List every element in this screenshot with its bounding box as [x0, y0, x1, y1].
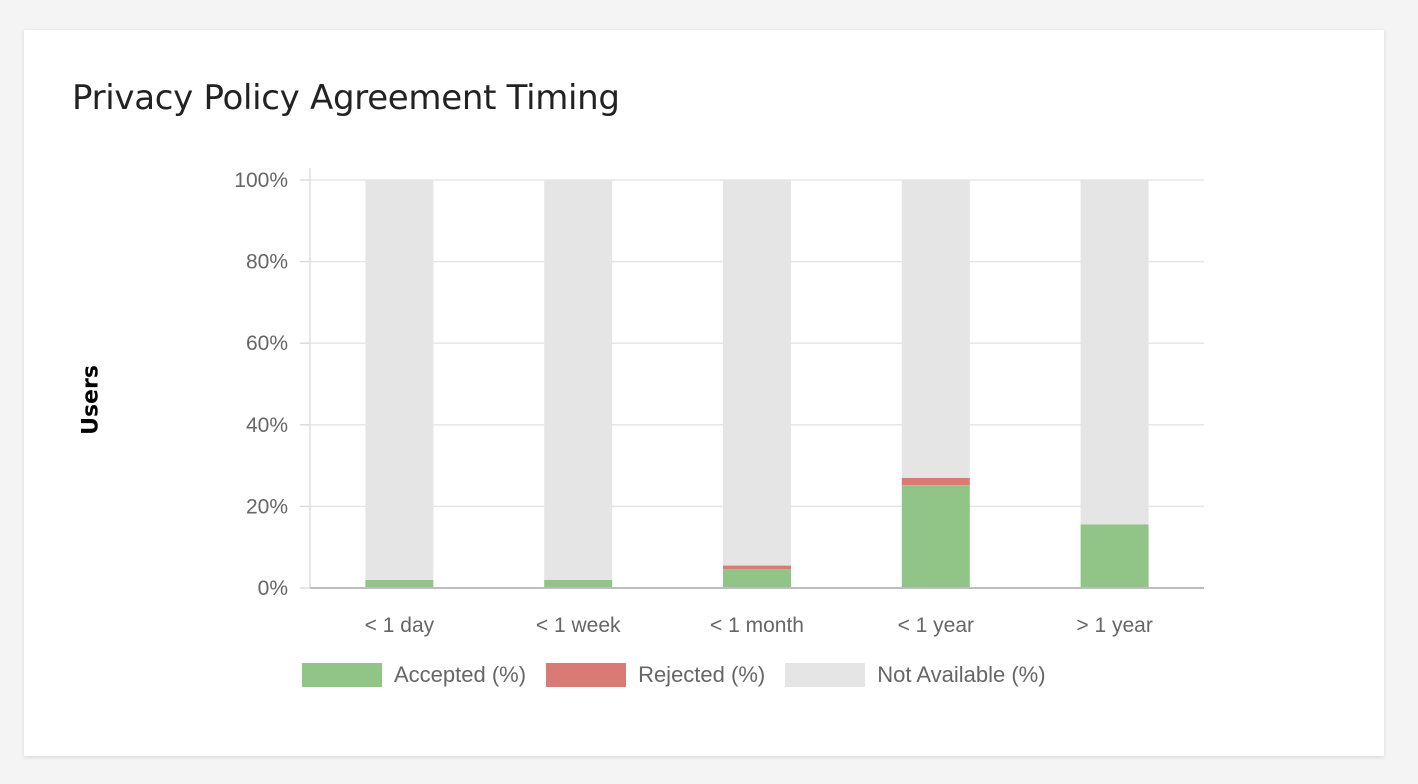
y-tick-label: 40%	[246, 414, 288, 437]
x-tick-label: > 1 year	[1076, 614, 1152, 637]
bar-accepted-3[interactable]	[723, 569, 791, 588]
legend-swatch-rejected	[546, 663, 627, 687]
x-tick-label: < 1 year	[898, 614, 974, 637]
y-tick-label: 80%	[246, 251, 288, 274]
bar-rejected-3[interactable]	[723, 565, 791, 570]
bar-accepted-4[interactable]	[901, 485, 970, 588]
bar-accepted-5[interactable]	[1080, 524, 1149, 588]
axes	[300, 168, 1204, 589]
bar-accepted-1[interactable]	[365, 579, 434, 588]
bar-not-available-4[interactable]	[901, 180, 970, 478]
legend-swatch-accepted	[302, 663, 382, 687]
x-tick-label: < 1 day	[365, 614, 435, 637]
legend: Accepted (%) Rejected (%) Not Available …	[302, 662, 1066, 688]
x-tick-label: < 1 month	[710, 614, 804, 637]
chart-card: Privacy Policy Agreement Timing Users 0%…	[24, 30, 1384, 756]
bar-not-available-1[interactable]	[365, 180, 434, 580]
legend-label-rejected: Rejected (%)	[638, 662, 766, 687]
bars	[365, 180, 1149, 588]
bar-not-available-3[interactable]	[723, 180, 791, 566]
y-tick-label: 60%	[246, 332, 288, 355]
chart-title: Privacy Policy Agreement Timing	[72, 78, 620, 118]
y-tick-label: 100%	[234, 169, 288, 192]
bar-chart: 0% 20% 40% 60% 80% 100% < 1 day < 1 week < 1 mo…	[234, 168, 1204, 637]
y-tick-label: 20%	[246, 495, 288, 518]
legend-item-accepted[interactable]: Accepted (%)	[302, 662, 526, 688]
bar-not-available-5[interactable]	[1080, 180, 1149, 525]
legend-label-not-available: Not Available (%)	[877, 662, 1046, 687]
y-tick-label: 0%	[258, 577, 288, 600]
bar-rejected-4[interactable]	[901, 477, 970, 486]
bar-not-available-2[interactable]	[544, 180, 613, 580]
legend-label-accepted: Accepted (%)	[394, 662, 527, 687]
x-tick-label: < 1 week	[536, 614, 621, 637]
y-tick-labels: 0% 20% 40% 60% 80% 100%	[234, 169, 288, 600]
legend-item-not-available[interactable]: Not Available (%)	[785, 662, 1046, 688]
bar-accepted-2[interactable]	[544, 579, 613, 588]
legend-item-rejected[interactable]: Rejected (%)	[546, 662, 765, 688]
x-tick-labels: < 1 day < 1 week < 1 month < 1 year > 1 year	[365, 614, 1153, 637]
legend-swatch-not-available	[785, 663, 866, 687]
